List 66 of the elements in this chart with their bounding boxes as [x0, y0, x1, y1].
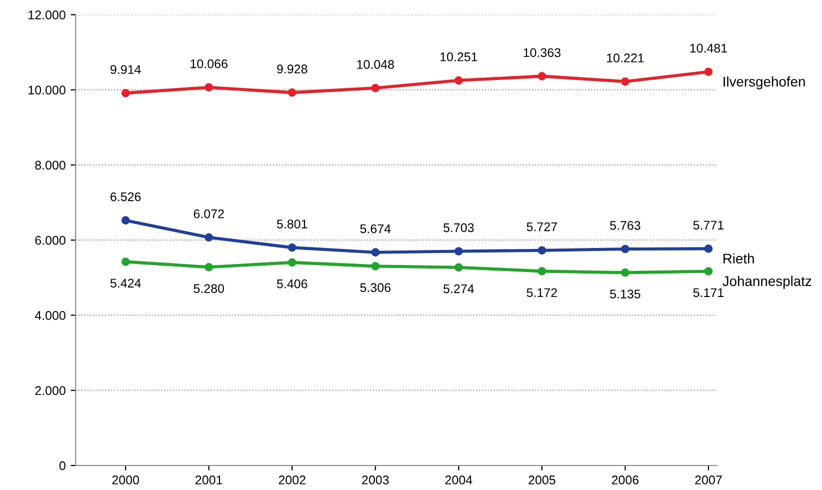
point — [204, 83, 214, 92]
x-tick-label: 2001 — [196, 476, 222, 484]
point — [704, 68, 713, 76]
point — [288, 88, 296, 97]
y-tick-label: 6.000 — [35, 236, 66, 245]
point — [121, 216, 130, 225]
y-tick-label: 2.000 — [35, 386, 66, 396]
point — [454, 263, 463, 272]
y-tick-label: 8.000 — [35, 160, 66, 170]
point — [454, 76, 463, 85]
data-label: 5.801 — [276, 220, 308, 228]
x-tick-label: 2002 — [278, 476, 306, 484]
point — [204, 233, 214, 242]
data-label: 5.424 — [110, 278, 141, 288]
point — [288, 243, 296, 252]
y-tick-label: 10.000 — [28, 86, 66, 94]
data-label: 5.306 — [360, 283, 390, 292]
x-tick-label: 2005 — [528, 476, 556, 484]
point — [454, 247, 463, 256]
data-label: 5.727 — [526, 222, 557, 232]
x-tick-label: 2006 — [612, 476, 639, 484]
point — [204, 262, 214, 272]
point — [371, 84, 380, 92]
x-tick-label: 2007 — [695, 476, 722, 484]
data-label: 10.251 — [440, 52, 478, 62]
data-label: 5.135 — [610, 290, 640, 298]
data-label: 5.280 — [194, 284, 224, 293]
data-label: 10.066 — [190, 59, 228, 68]
data-label: 5.406 — [276, 279, 308, 288]
point — [538, 246, 546, 255]
point — [704, 244, 713, 253]
data-label: 9.928 — [277, 64, 308, 74]
series-label: Johannesplatz — [722, 276, 812, 289]
x-tick-label: 2004 — [445, 476, 472, 484]
data-label: 5.274 — [444, 284, 474, 294]
series-label: Rieth — [723, 253, 754, 264]
data-label: 9.914 — [110, 65, 141, 74]
point — [288, 258, 296, 267]
data-label: 5.763 — [610, 221, 640, 230]
data-label: 5.703 — [444, 223, 474, 232]
data-label: 10.048 — [357, 60, 394, 69]
series-label: Ilversgehofen — [724, 76, 805, 90]
y-tick-label: 12.000 — [28, 10, 66, 20]
data-label: 10.221 — [607, 54, 644, 62]
point — [538, 267, 546, 276]
data-label: 6.526 — [110, 192, 141, 202]
point — [371, 262, 380, 270]
point — [538, 72, 546, 80]
data-label: 6.072 — [194, 209, 224, 218]
point — [121, 258, 130, 266]
point — [121, 88, 130, 98]
data-label: 10.363 — [524, 48, 560, 58]
data-label: 5.172 — [526, 288, 557, 298]
x-tick-label: 2000 — [112, 476, 139, 484]
y-tick-label: 4.000 — [34, 311, 66, 320]
point — [371, 248, 380, 257]
data-label: 5.771 — [693, 220, 724, 230]
data-label: 5.674 — [360, 224, 391, 234]
point — [621, 77, 630, 86]
y-tick-label: 0 — [59, 461, 66, 470]
data-label: 10.481 — [690, 44, 727, 53]
data-label: 5.171 — [693, 288, 724, 298]
point — [621, 268, 630, 277]
point — [704, 267, 713, 276]
x-tick-label: 2003 — [362, 476, 389, 484]
point — [621, 244, 630, 254]
